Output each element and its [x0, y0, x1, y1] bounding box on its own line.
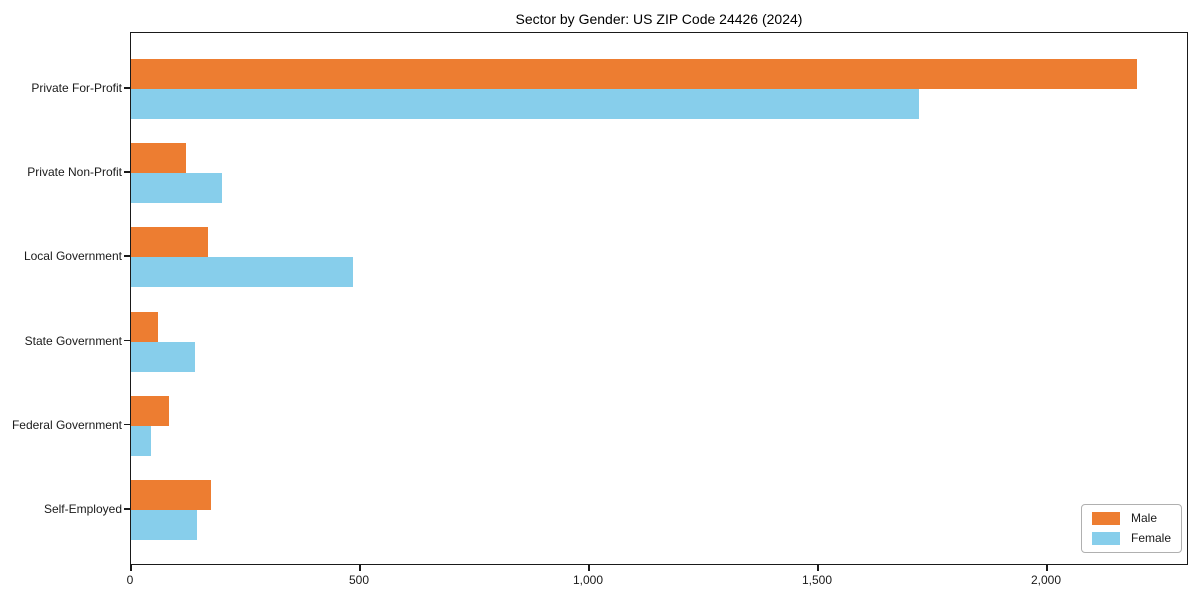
bar-female-self-employed	[131, 510, 197, 540]
bar-female-state-government	[131, 341, 195, 372]
bar-male-self-employed	[131, 480, 211, 510]
bar-male-federal-government	[131, 395, 169, 426]
y-tick-mark	[124, 423, 130, 426]
bar-female-private-non-profit	[131, 173, 222, 204]
legend-entry-male: Male	[1091, 511, 1171, 525]
legend-swatch-male	[1091, 512, 1120, 525]
y-axis-label-federal-government: Federal Government	[11, 417, 122, 432]
x-axis-label-2-000: 2,000	[1031, 573, 1062, 587]
legend: Male Female	[1080, 504, 1182, 553]
x-axis-label-0: 0	[126, 573, 134, 587]
bar-female-local-government	[131, 257, 353, 288]
y-tick-mark	[124, 171, 130, 173]
legend-swatch-female	[1091, 532, 1120, 545]
bar-female-private-for-profit	[131, 89, 919, 119]
x-tick-mark	[817, 565, 819, 571]
y-tick-mark	[124, 339, 130, 342]
x-axis-label-1-500: 1,500	[801, 573, 833, 587]
plot-area: Male Female	[130, 32, 1188, 565]
y-axis-label-private-non-profit: Private Non-Profit	[27, 165, 122, 180]
y-tick-mark	[124, 508, 130, 510]
legend-entry-female: Female	[1091, 531, 1171, 545]
y-axis-label-private-for-profit: Private For-Profit	[31, 81, 122, 95]
y-tick-mark	[124, 87, 130, 89]
x-tick-mark	[588, 565, 590, 571]
bar-male-state-government	[131, 311, 158, 342]
bar-female-federal-government	[131, 425, 151, 456]
legend-label-female: Female	[1130, 531, 1171, 545]
x-axis-label-500: 500	[348, 573, 370, 587]
bar-male-private-non-profit	[131, 143, 186, 174]
x-axis-label-1-000: 1,000	[572, 573, 604, 587]
x-tick-mark	[1046, 565, 1048, 571]
y-axis-label-state-government: State Government	[24, 333, 122, 348]
legend-label-male: Male	[1130, 511, 1157, 525]
y-tick-mark	[124, 255, 130, 257]
chart-title: Sector by Gender: US ZIP Code 24426 (202…	[515, 11, 803, 27]
x-tick-mark	[130, 565, 132, 571]
bar-male-local-government	[131, 227, 208, 258]
bar-male-private-for-profit	[131, 59, 1137, 89]
y-axis-label-self-employed: Self-Employed	[43, 502, 122, 516]
x-tick-mark	[359, 565, 361, 571]
y-axis-label-local-government: Local Government	[23, 249, 122, 264]
